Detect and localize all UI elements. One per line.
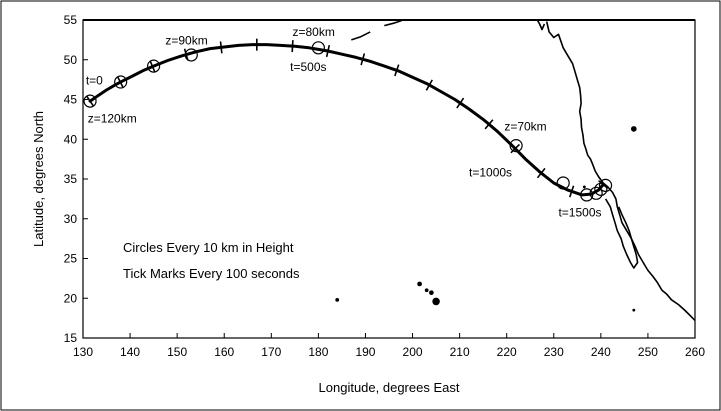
y-tick-label: 50	[64, 53, 78, 67]
legend-note-line-2: Tick Marks Every 100 seconds	[123, 266, 300, 281]
coastline-segment-0	[545, 21, 696, 322]
height-circle	[509, 139, 523, 153]
annotation-label: t=1000s	[469, 166, 512, 180]
trajectory	[86, 38, 609, 198]
height-circle	[556, 176, 570, 190]
annotation-label: t=1500s	[558, 205, 601, 219]
height-circle	[594, 182, 608, 196]
y-tick-label: 20	[64, 291, 78, 305]
coastline	[351, 19, 696, 322]
height-circle	[311, 41, 325, 55]
y-axis-label: Latitude, degrees North	[31, 111, 46, 247]
x-tick-label: 200	[403, 345, 423, 359]
time-tick-mark	[394, 64, 400, 77]
time-tick-mark	[536, 167, 546, 179]
height-circle	[147, 59, 161, 73]
time-tick-mark	[149, 60, 156, 73]
x-tick-label: 160	[214, 345, 234, 359]
coastline-segment-4	[351, 31, 371, 41]
x-axis-label: Longitude, degrees East	[319, 380, 460, 395]
y-tick-label: 30	[64, 212, 78, 226]
time-tick-mark	[116, 76, 124, 88]
legend-note-line-1: Circles Every 10 km in Height	[123, 240, 294, 255]
island-5	[630, 126, 637, 132]
annotations: t=0 z=120km z=90km z=80km t=500s z=70km t=1000…	[86, 25, 602, 219]
y-tick-label: 40	[64, 132, 78, 146]
x-tick-label: 180	[308, 345, 328, 359]
annotation-label: z=70km	[504, 120, 546, 134]
annotation-label: z=120km	[88, 112, 137, 126]
x-tick-label: 140	[120, 345, 140, 359]
height-circle	[184, 48, 198, 62]
height-circle	[589, 186, 603, 200]
x-tick-label: 150	[167, 345, 187, 359]
x-tick-label: 210	[450, 345, 470, 359]
height-circle	[83, 94, 97, 108]
height-circle	[114, 75, 128, 89]
time-tick-mark	[484, 119, 494, 130]
time-tick-mark	[510, 143, 521, 154]
coastline-segment-3	[384, 19, 404, 27]
annotation-label: z=90km	[165, 34, 207, 48]
islands	[335, 126, 637, 312]
x-tick-label: 250	[638, 345, 658, 359]
time-tick-mark	[568, 185, 575, 198]
x-tick-label: 230	[544, 345, 564, 359]
time-tick-mark	[291, 40, 294, 53]
x-tick-label: 260	[685, 345, 705, 359]
island-1	[417, 281, 422, 287]
x-tick-label: 190	[355, 345, 375, 359]
time-tick-mark	[86, 95, 95, 107]
y-tick-label: 25	[64, 252, 78, 266]
height-circle	[598, 178, 613, 192]
annotation-label: z=80km	[292, 25, 334, 39]
island-6	[632, 308, 636, 312]
coastline-segment-1	[604, 198, 639, 269]
island-3	[429, 290, 434, 296]
time-tick-mark	[325, 45, 331, 58]
coastline-segment-2	[536, 19, 546, 31]
island-7	[582, 185, 586, 189]
annotation-label: t=500s	[290, 60, 326, 74]
x-tick-label: 240	[591, 345, 611, 359]
height-circles	[83, 41, 613, 202]
y-tick-label: 35	[64, 172, 78, 186]
y-tick-label: 55	[64, 13, 78, 27]
axes: 130 140 150 160 170 180 190 200 210 220 230 240 250 2…	[64, 13, 706, 359]
x-tick-label: 130	[73, 345, 93, 359]
time-tick-mark	[456, 97, 465, 109]
time-tick-mark	[360, 53, 366, 66]
height-circle	[580, 188, 594, 202]
annotation-label: t=0	[86, 73, 103, 87]
x-tick-label: 220	[497, 345, 517, 359]
time-tick-mark	[425, 79, 433, 91]
island-4	[432, 297, 440, 306]
y-tick-label: 15	[64, 331, 78, 345]
island-2	[424, 288, 429, 293]
island-0	[335, 297, 340, 302]
time-tick-mark	[183, 48, 189, 61]
time-tick-mark	[219, 41, 223, 54]
y-tick-label: 45	[64, 93, 78, 107]
x-tick-label: 170	[261, 345, 281, 359]
